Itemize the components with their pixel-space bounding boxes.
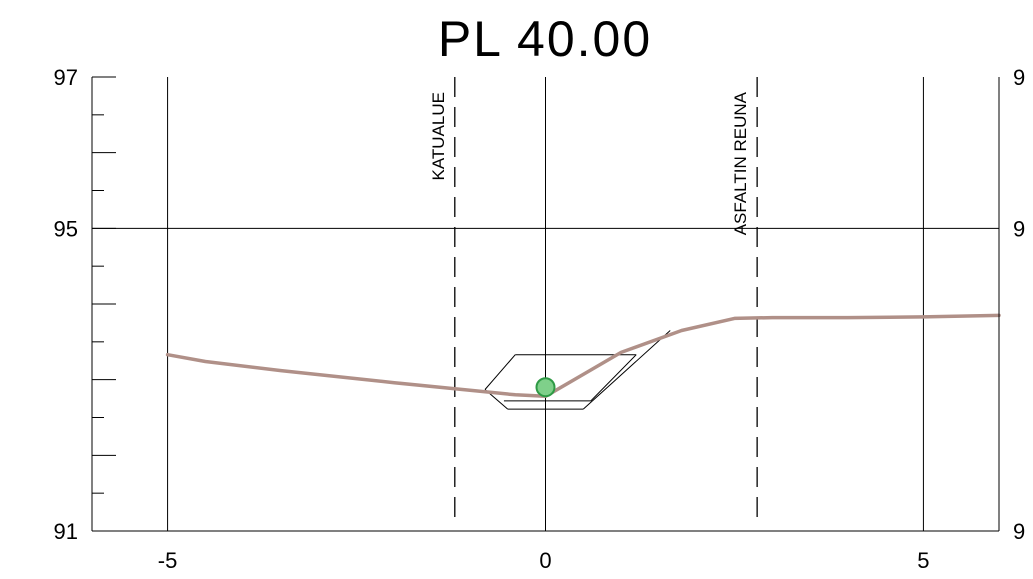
structure-line-1 bbox=[484, 354, 516, 390]
y-tick-label-left-1: 95 bbox=[54, 216, 78, 241]
y-tick-label-left-0: 97 bbox=[54, 65, 78, 90]
structure-line-4 bbox=[582, 330, 671, 410]
x-tick-label-0: -5 bbox=[158, 548, 178, 573]
ditch-structure bbox=[484, 330, 671, 410]
y-tick-label-right-0: 9 bbox=[1013, 65, 1025, 90]
point-marker bbox=[535, 377, 556, 398]
chart-title: PL 40.00 bbox=[438, 11, 652, 67]
axis-labels: 97 95 91 9 9 9 -5 0 5 bbox=[54, 65, 1026, 573]
x-tick-label-2: 5 bbox=[917, 548, 929, 573]
marker-label-1: ASFALTIN REUNA bbox=[731, 91, 750, 235]
y-tick-label-right-1: 9 bbox=[1013, 216, 1025, 241]
y-tick-label-right-2: 9 bbox=[1013, 519, 1025, 544]
structure-line-6 bbox=[590, 354, 637, 402]
axis-ticks bbox=[92, 76, 116, 532]
marker-lines: KATUALUE ASFALTIN REUNA bbox=[429, 77, 758, 517]
grid-lines bbox=[92, 77, 999, 531]
x-tick-label-1: 0 bbox=[539, 548, 551, 573]
marker-label-0: KATUALUE bbox=[429, 92, 448, 181]
y-tick-label-left-2: 91 bbox=[54, 519, 78, 544]
ground-profile bbox=[165, 313, 1001, 399]
ground-line bbox=[165, 313, 1001, 399]
